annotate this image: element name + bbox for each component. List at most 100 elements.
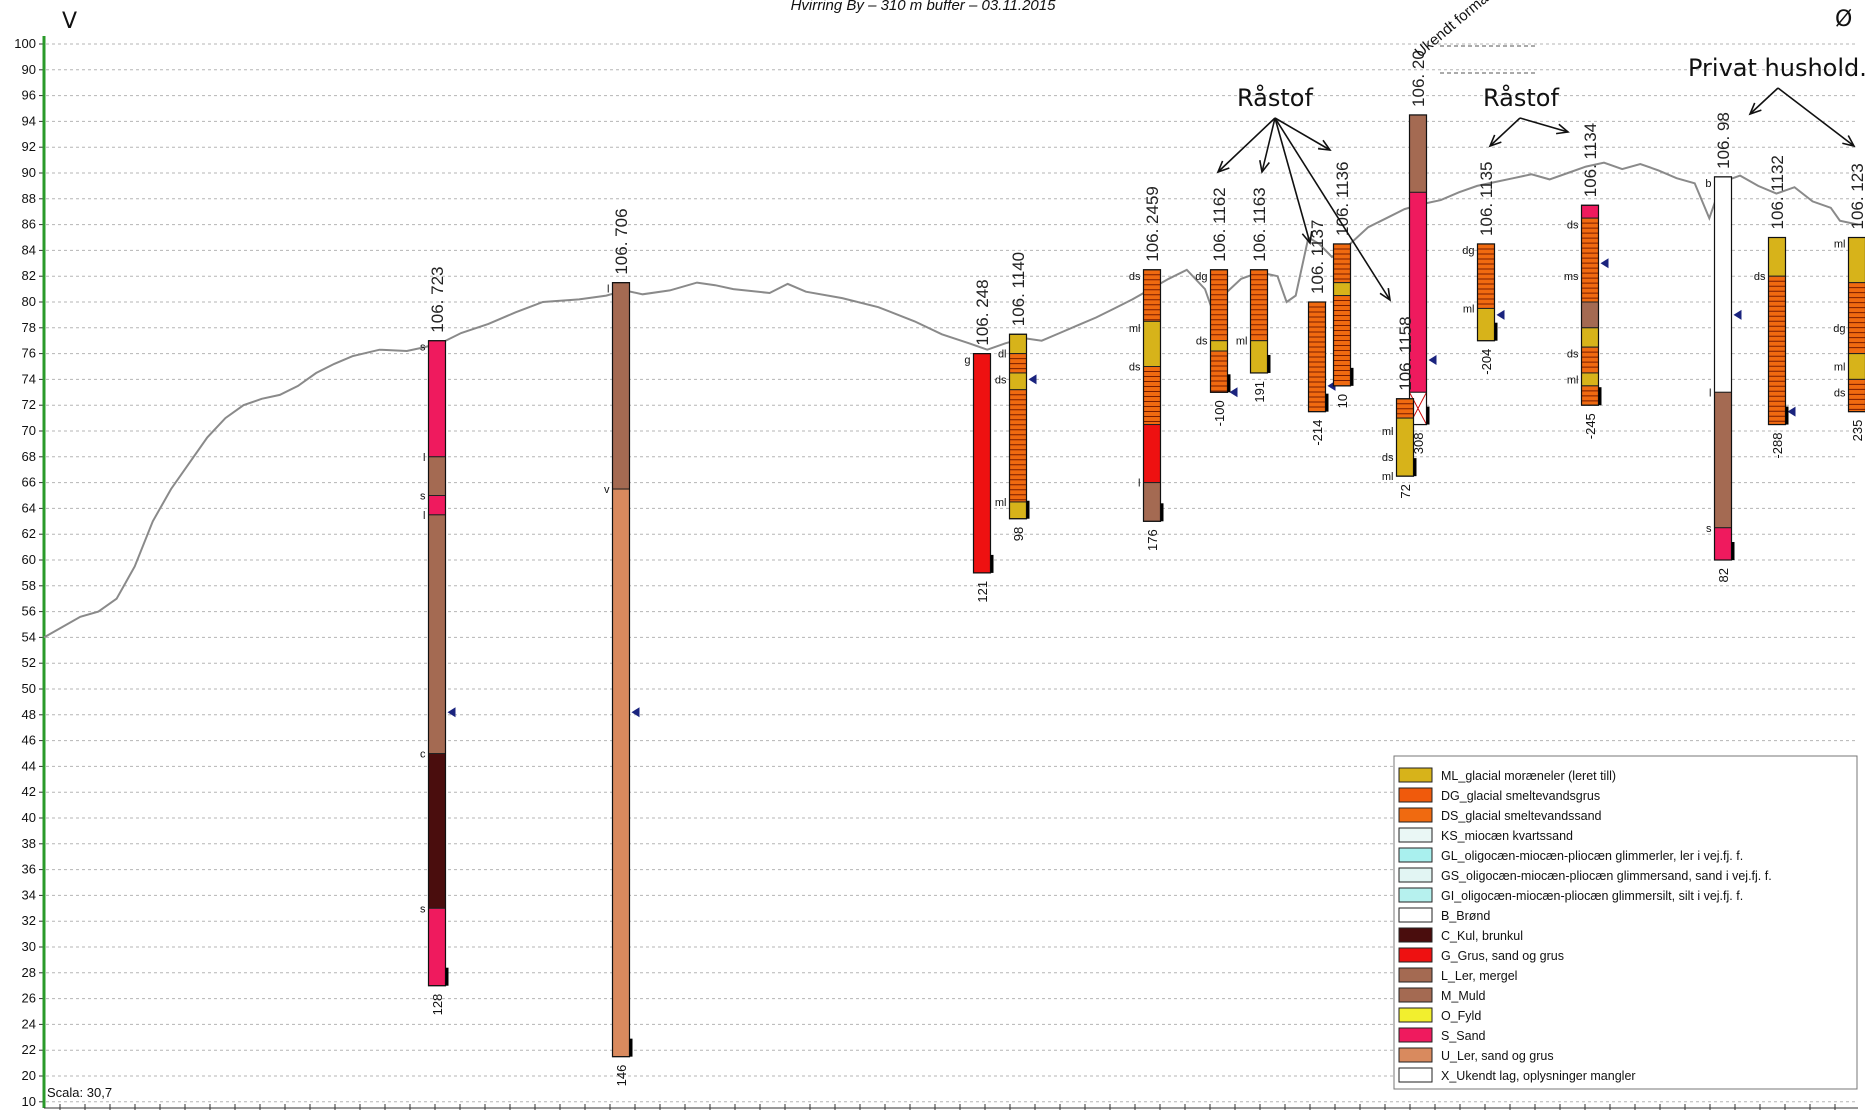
annotation-arrow xyxy=(1749,87,1779,115)
legend-item: U_Ler, sand og grus xyxy=(1398,1047,1554,1063)
annotation-arrowhead xyxy=(1488,134,1502,148)
layer-code-label: l xyxy=(423,510,425,522)
legend-label: KS_miocæn kvartssand xyxy=(1441,829,1573,843)
borehole[interactable]: 106. 1137 -214 xyxy=(1307,220,1336,446)
borehole[interactable]: 106. 123 235 ml dg ml ds xyxy=(1833,163,1865,441)
borehole[interactable]: 106. 1135 -204 dg ml xyxy=(1462,162,1505,375)
layer-code-label: l xyxy=(423,452,425,464)
borehole-depth-label: 308 xyxy=(1411,433,1426,455)
borehole-depth-label: 10 xyxy=(1335,394,1350,408)
borehole-outline xyxy=(1142,269,1162,522)
borehole[interactable]: 106. 1158 72 ml ds ml xyxy=(1382,316,1417,499)
legend-swatch xyxy=(1398,1027,1433,1043)
borehole-top-code: ml xyxy=(1834,239,1846,251)
borehole-top-code: l xyxy=(607,284,609,296)
axis-tick-label: 70 xyxy=(22,423,36,438)
borehole[interactable]: 106. 20 308 xyxy=(1408,50,1437,455)
borehole-id-label: 106. 1158 xyxy=(1396,316,1415,390)
legend-frame xyxy=(1393,755,1858,1090)
borehole-layer xyxy=(1250,340,1268,374)
borehole-layer xyxy=(1143,424,1161,484)
legend-swatch xyxy=(1398,847,1433,863)
layer-code-label: ml xyxy=(995,497,1007,509)
annotation-arrowhead xyxy=(1842,135,1856,148)
axis-tick-label: 48 xyxy=(22,707,36,722)
borehole-layer xyxy=(1768,275,1786,426)
axis-tick-label: 66 xyxy=(22,475,36,490)
axis-tick-label: 30 xyxy=(22,939,36,954)
filter-bar xyxy=(1731,542,1735,560)
axis-tick-label: 78 xyxy=(22,320,36,335)
annotation-arrow xyxy=(1777,87,1855,147)
legend-label: O_Fyld xyxy=(1441,1009,1481,1023)
layer-code-label: ml xyxy=(1834,362,1846,374)
borehole-layer xyxy=(1714,176,1732,393)
legend-swatch xyxy=(1398,947,1433,963)
borehole[interactable]: 106. 1163 191 ml xyxy=(1236,187,1271,403)
borehole[interactable]: 106. 706 146 l v xyxy=(604,208,640,1086)
layer-code-label: s xyxy=(1706,523,1712,535)
scale-label: Scala: 30,7 xyxy=(47,1085,112,1100)
borehole-id-label: 106. 2459 xyxy=(1143,186,1162,262)
borehole-layer xyxy=(1581,327,1599,348)
axis-tick-label: 80 xyxy=(22,294,36,309)
axis-tick-label: 36 xyxy=(22,862,36,877)
borehole[interactable]: 106. 1140 98 dl ds ml xyxy=(995,252,1037,541)
annotation-arrowhead xyxy=(1216,160,1230,174)
terrain-profile-line xyxy=(43,161,1859,639)
borehole-outline xyxy=(1008,333,1028,520)
borehole-id-label: 106. 723 xyxy=(428,267,447,333)
borehole-outline xyxy=(1408,114,1428,426)
filter-bar xyxy=(1160,503,1164,522)
borehole[interactable]: 106. 1162 -100 dg ds xyxy=(1195,187,1238,426)
annotation-raastof-2: Råstof xyxy=(1483,83,1559,112)
layer-code-label: ml xyxy=(1382,426,1394,438)
legend-item: L_Ler, mergel xyxy=(1398,967,1517,983)
borehole[interactable]: 106. 1134 -245 ds ms ds ml xyxy=(1564,123,1609,439)
borehole-layer xyxy=(428,753,446,909)
legend-item: B_Brønd xyxy=(1398,907,1490,923)
borehole-depth-label: -288 xyxy=(1770,433,1785,459)
legend-label: M_Muld xyxy=(1441,989,1486,1003)
borehole-id-label: 106. 1135 xyxy=(1477,162,1496,236)
borehole[interactable]: 106. 1132 -288 ds xyxy=(1754,155,1796,459)
borehole-layer xyxy=(1581,204,1599,219)
legend-item: ML_glacial moræneler (leret till) xyxy=(1398,767,1616,783)
filter-bar xyxy=(1494,322,1498,341)
layer-code-label: ml xyxy=(1463,303,1475,315)
borehole-top-code: dg xyxy=(1195,271,1207,283)
annotation-arrow xyxy=(1217,117,1276,173)
filter-bar xyxy=(990,554,994,573)
borehole-outline xyxy=(1580,204,1600,406)
borehole-outline xyxy=(1395,398,1415,477)
legend-item: C_Kul, brunkul xyxy=(1398,927,1523,943)
borehole-layer xyxy=(1143,482,1161,522)
borehole-top-code: b xyxy=(1705,178,1711,190)
layer-code-label: ds xyxy=(1834,387,1846,399)
layer-code-label: v xyxy=(604,484,610,496)
borehole[interactable]: 106. 2459 176 ds ml ds l xyxy=(1129,186,1164,551)
legend-item: S_Sand xyxy=(1398,1027,1486,1043)
borehole-top-code: dg xyxy=(1462,245,1474,257)
borehole[interactable]: 106. 248 121 g xyxy=(964,279,994,603)
layer-code-label: ms xyxy=(1564,271,1579,283)
layer-code-label: l xyxy=(1709,387,1711,399)
filter-bar xyxy=(1426,406,1430,425)
legend-label: X_Ukendt lag, oplysninger mangler xyxy=(1441,1069,1636,1083)
layer-code-label: ds xyxy=(995,374,1007,386)
water-level-marker xyxy=(631,707,640,718)
borehole-outline xyxy=(1767,236,1787,426)
annotation-arrow xyxy=(1274,117,1391,301)
legend: ML_glacial moræneler (leret till) DG_glac… xyxy=(1393,755,1858,1090)
borehole[interactable]: 106. 98 82 b l s xyxy=(1705,112,1742,582)
legend-swatch xyxy=(1398,1047,1433,1063)
borehole-layer xyxy=(428,456,446,496)
axis-tick-label: 24 xyxy=(22,1016,36,1031)
layer-code-label: ds xyxy=(1382,452,1394,464)
axis-tick-label: 82 xyxy=(22,268,36,283)
water-level-marker xyxy=(447,707,456,718)
annotation-arrowhead xyxy=(1317,139,1332,151)
layer-code-label: dg xyxy=(1833,323,1845,335)
